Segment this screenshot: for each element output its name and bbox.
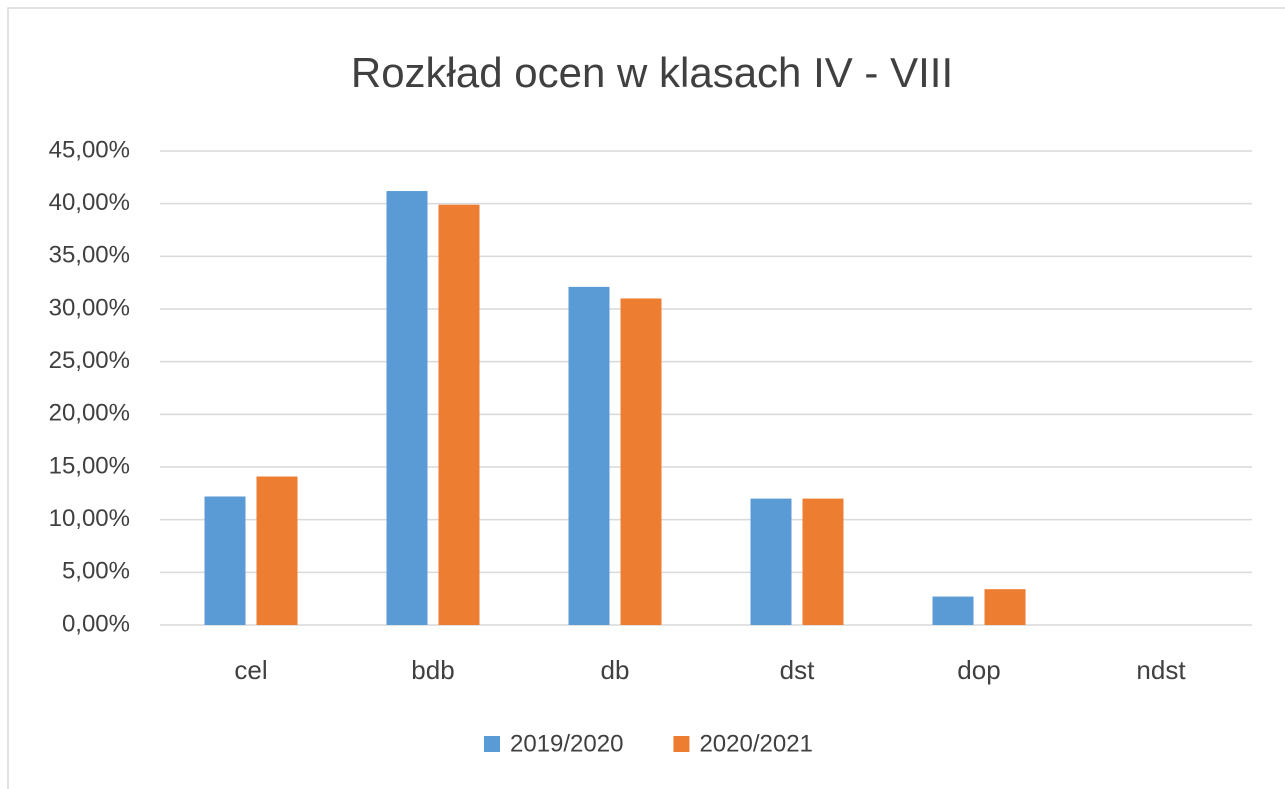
y-tick-label: 15,00% xyxy=(49,452,130,479)
legend-swatch xyxy=(484,736,500,752)
x-tick-label: cel xyxy=(234,655,267,685)
y-tick-label: 5,00% xyxy=(62,558,130,585)
bar xyxy=(204,496,246,625)
y-tick-label: 40,00% xyxy=(49,189,130,216)
y-tick-label: 20,00% xyxy=(49,400,130,427)
bar xyxy=(256,476,298,625)
y-tick-label: 25,00% xyxy=(49,347,130,374)
y-tick-label: 10,00% xyxy=(49,505,130,532)
y-tick-label: 30,00% xyxy=(49,294,130,321)
bar xyxy=(802,498,844,625)
x-tick-label: dop xyxy=(957,655,1000,685)
bar xyxy=(620,298,662,625)
legend-label: 2019/2020 xyxy=(510,730,623,757)
x-tick-label: dst xyxy=(780,655,815,685)
y-tick-label: 35,00% xyxy=(49,242,130,269)
x-tick-label: db xyxy=(601,655,630,685)
bar xyxy=(568,286,610,625)
bar xyxy=(438,204,480,625)
chart-title: Rozkład ocen w klasach IV - VIII xyxy=(351,49,953,96)
x-tick-label: bdb xyxy=(411,655,454,685)
bar xyxy=(984,589,1026,625)
y-tick-label: 45,00% xyxy=(49,136,130,163)
y-tick-label: 0,00% xyxy=(62,610,130,637)
legend-swatch xyxy=(673,736,690,752)
bar xyxy=(750,498,792,625)
legend-label: 2020/2021 xyxy=(699,730,812,757)
bar xyxy=(386,191,428,625)
bar xyxy=(932,596,974,625)
x-tick-label: ndst xyxy=(1136,655,1186,685)
